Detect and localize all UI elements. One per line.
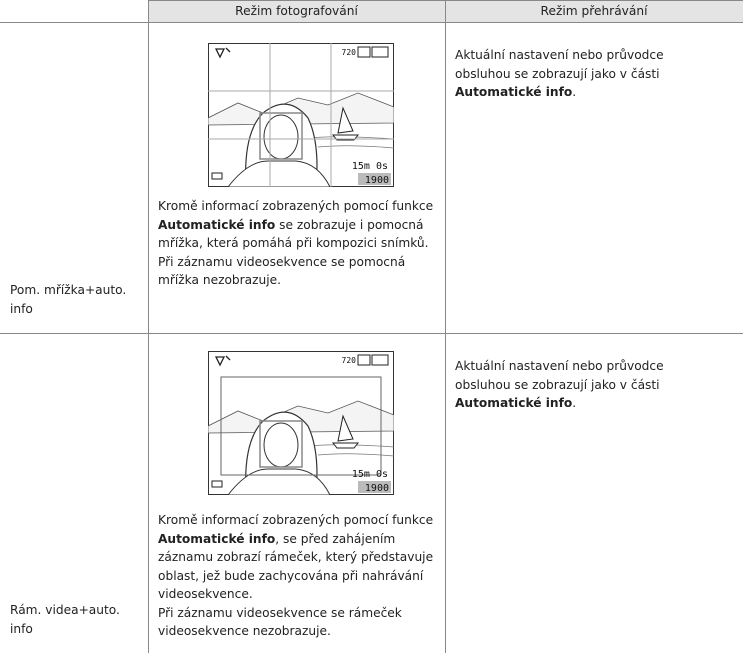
- text: .: [572, 85, 577, 99]
- resolution-icon: 720: [342, 356, 357, 365]
- icon-box: [371, 354, 389, 366]
- bold-text: Automatické info: [158, 217, 276, 232]
- divider: [445, 0, 446, 653]
- remaining-time: 15m 0s: [352, 469, 388, 480]
- face-frame: [259, 112, 303, 160]
- row-label: Pom. mřížka+auto. info: [10, 283, 127, 316]
- icon-box: [357, 46, 371, 58]
- body: [227, 160, 331, 187]
- text: Kromě informací zobrazených pomocí funkc…: [158, 199, 434, 213]
- count-bg: [358, 481, 391, 493]
- face: [263, 422, 299, 468]
- text: , se před zahájením záznamu zobrazí ráme…: [158, 531, 434, 602]
- resolution-icon: 720: [342, 48, 357, 57]
- bold-text: Automatické info: [158, 531, 276, 546]
- text: Aktuální nastavení nebo průvodce obsluho…: [455, 359, 664, 392]
- note: Při záznamu videosekvence se rámeček vid…: [158, 605, 402, 639]
- camera-screen: 720 15m 0s 1900: [208, 43, 394, 187]
- video-frame: [220, 376, 382, 476]
- boat: [331, 414, 360, 449]
- playback-text: Aktuální nastavení nebo průvodce obsluho…: [455, 46, 685, 102]
- icon-box: [371, 46, 389, 58]
- battery-icon: [211, 172, 223, 180]
- header-cell: Režim přehrávání: [445, 0, 743, 22]
- paragraph: Kromě informací zobrazených pomocí funkc…: [158, 197, 444, 253]
- remaining-count: 1900: [365, 483, 389, 494]
- battery-icon: [211, 480, 223, 488]
- remaining-time: 15m 0s: [352, 161, 388, 172]
- row-label: Rám. videa+auto. info: [10, 603, 120, 636]
- divider: [148, 0, 149, 653]
- mode-icon: [214, 355, 231, 367]
- photo-text: Kromě informací zobrazených pomocí funkc…: [158, 511, 444, 641]
- note: Při záznamu videosekvence se pomocná mří…: [158, 254, 406, 288]
- remaining-count: 1900: [365, 175, 389, 186]
- paragraph: Kromě informací zobrazených pomocí funkc…: [158, 511, 444, 604]
- header-cell: Režim fotografování: [148, 0, 445, 22]
- text: Kromě informací zobrazených pomocí funkc…: [158, 513, 434, 527]
- camera-screen: 720 15m 0s 1900: [208, 351, 394, 495]
- divider: [0, 22, 743, 23]
- text: se zobrazuje i pomocná mřížka, která pom…: [158, 217, 429, 251]
- face: [263, 114, 299, 160]
- text: Aktuální nastavení nebo průvodce obsluho…: [455, 48, 664, 81]
- boat: [331, 106, 360, 141]
- bold-text: Automatické info: [455, 396, 573, 410]
- mode-icon: [214, 47, 231, 59]
- divider: [0, 333, 743, 334]
- icon-box: [357, 354, 371, 366]
- playback-text: Aktuální nastavení nebo průvodce obsluho…: [455, 357, 685, 413]
- face-frame: [259, 420, 303, 468]
- photo-text: Kromě informací zobrazených pomocí funkc…: [158, 197, 444, 290]
- count-bg: [358, 173, 391, 185]
- text: .: [572, 396, 577, 410]
- bold-text: Automatické info: [455, 85, 573, 99]
